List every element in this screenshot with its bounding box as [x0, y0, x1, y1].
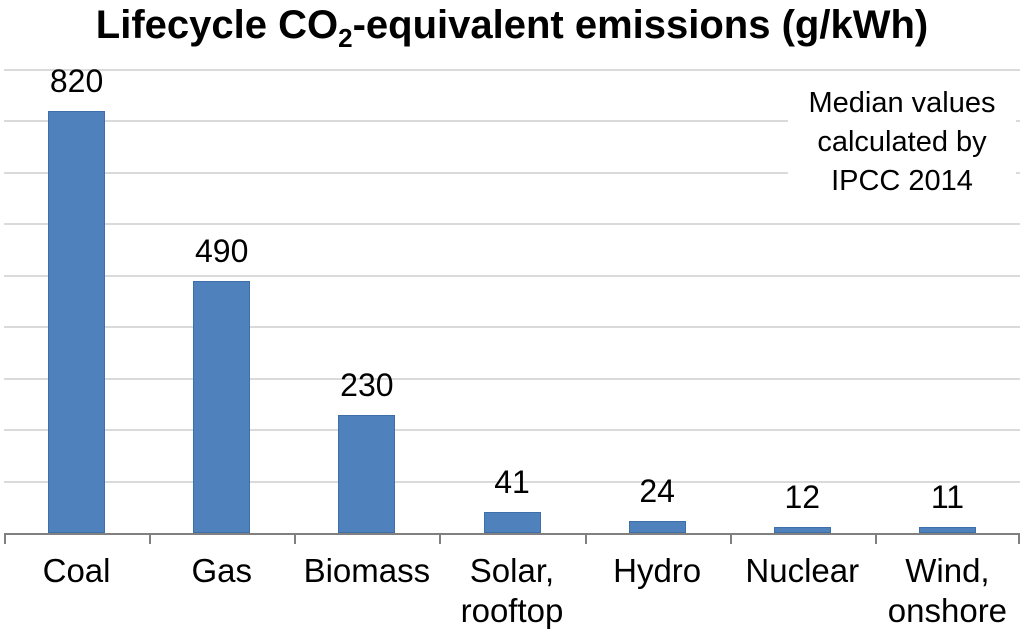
chart-title-text: Lifecycle CO [95, 3, 339, 47]
x-axis-tick-5 [729, 535, 732, 544]
category-label-biomass: Biomass [303, 552, 431, 589]
annotation-median-values: Median values calculated by IPCC 2014 [788, 84, 1016, 201]
chart-title: Lifecycle CO2-equivalent emissions (g/kW… [0, 0, 1024, 54]
x-axis-tick-0 [4, 535, 6, 544]
x-axis-tick-3 [439, 535, 442, 544]
category-label-wind-onshore: Wind, onshore [887, 552, 1008, 629]
gridline-800 [4, 120, 1020, 123]
bar-coal [48, 111, 106, 533]
x-axis-tick-7 [1018, 535, 1020, 544]
x-axis-tick-6 [874, 535, 877, 544]
gridline-200 [4, 429, 1020, 432]
value-label-nuclear: 12 [784, 478, 821, 515]
plot-area: 820 490 230 41 24 12 11 [4, 64, 1020, 544]
x-axis-tick-2 [294, 535, 297, 544]
value-label-hydro: 24 [639, 472, 675, 509]
gridline-500 [4, 274, 1020, 277]
chart-title-subscript: 2 [338, 23, 353, 53]
value-label-biomass: 230 [340, 366, 394, 403]
category-label-solar-rooftop: Solar, rooftop [460, 552, 564, 629]
value-label-solar-rooftop: 41 [494, 463, 530, 500]
gridline-900 [4, 69, 1020, 71]
value-label-coal: 820 [49, 63, 104, 100]
bar-biomass [338, 414, 396, 533]
gridline-700 [4, 171, 1020, 174]
bar-solar-rooftop [483, 511, 541, 533]
category-label-gas: Gas [191, 552, 252, 589]
gridline-600 [4, 223, 1020, 226]
category-label-nuclear: Nuclear [745, 552, 860, 589]
value-label-gas: 490 [195, 232, 249, 269]
category-label-hydro: Hydro [613, 552, 702, 589]
gridline-400 [4, 326, 1020, 329]
bar-hydro [628, 520, 686, 533]
bar-wind-onshore [918, 527, 976, 533]
x-axis-tick-4 [584, 535, 587, 544]
gridline-100 [4, 480, 1020, 483]
chart-title-text-rest: -equivalent emissions (g/kWh) [352, 3, 929, 47]
gridline-300 [4, 377, 1020, 380]
value-label-wind-onshore: 11 [930, 479, 965, 516]
category-label-coal: Coal [42, 552, 111, 589]
bar-gas [193, 280, 251, 533]
x-axis-tick-1 [149, 535, 152, 544]
bar-nuclear [773, 526, 831, 533]
x-axis-category-labels: Coal Gas Biomass Solar, rooftop Hydro Nuclear… [4, 551, 1020, 633]
